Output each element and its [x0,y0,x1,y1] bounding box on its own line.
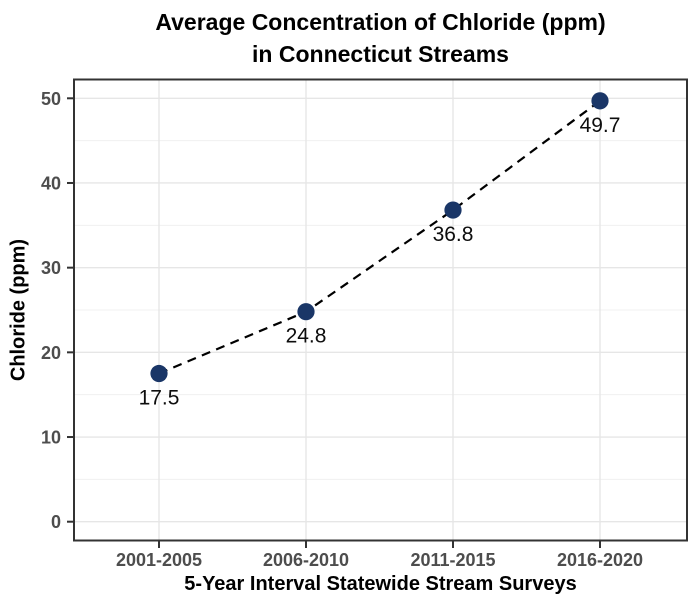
data-point-label: 36.8 [433,223,474,246]
chart-title: Average Concentration of Chloride (ppm) … [73,6,688,70]
x-axis-title: 5-Year Interval Statewide Stream Surveys [184,573,577,595]
data-point [150,364,168,383]
data-point [297,303,315,321]
data-point-label: 49.7 [580,114,621,137]
y-tick-label: 10 [41,428,61,448]
x-tick-label: 2006-2010 [263,550,349,570]
data-point-label: 17.5 [139,387,180,410]
x-tick-label: 2011-2015 [410,550,495,570]
y-tick-label: 30 [41,258,61,278]
data-point-label: 24.8 [286,325,327,348]
data-point [591,92,609,110]
data-point [444,201,462,219]
x-tick-label: 2016-2020 [557,550,643,570]
chart-title-line2: in Connecticut Streams [252,41,509,67]
data-line [158,99,601,375]
y-tick-label: 40 [41,173,61,193]
y-tick-label: 0 [51,512,61,532]
y-tick-label: 50 [41,89,61,109]
x-tick-label: 2001-2005 [116,550,202,570]
y-tick-label: 20 [41,343,61,363]
chart-title-line1: Average Concentration of Chloride (ppm) [155,9,606,35]
panel-border [73,78,688,542]
